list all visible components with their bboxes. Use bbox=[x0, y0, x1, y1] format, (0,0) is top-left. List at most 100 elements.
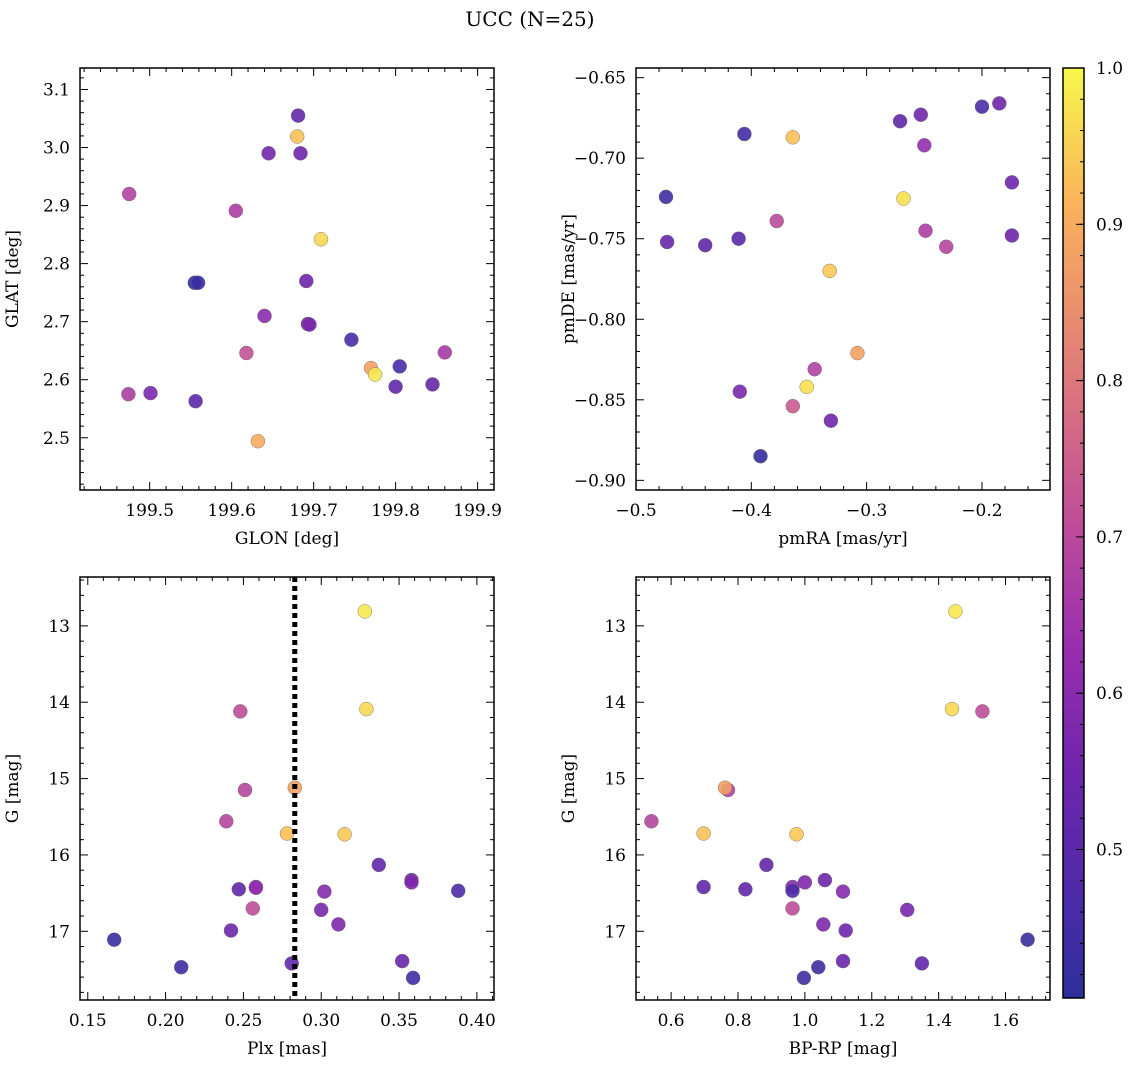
data-point bbox=[785, 883, 800, 898]
data-point bbox=[658, 189, 674, 205]
data-point bbox=[799, 379, 814, 395]
colorbar-tick-label: 0.6 bbox=[1096, 684, 1123, 704]
data-point bbox=[753, 449, 768, 464]
x-tick-label: 199.8 bbox=[371, 501, 420, 521]
y-tick-label: −0.65 bbox=[574, 69, 626, 89]
data-point bbox=[261, 146, 276, 161]
data-point bbox=[317, 884, 332, 899]
data-point bbox=[939, 239, 954, 255]
data-point bbox=[835, 884, 851, 899]
data-point bbox=[738, 882, 753, 897]
y-tick-label: 3.0 bbox=[43, 139, 70, 159]
x-tick-label: 0.6 bbox=[658, 1011, 685, 1031]
data-point bbox=[659, 234, 675, 250]
data-point bbox=[696, 879, 711, 895]
colorbar-tick-label: 0.8 bbox=[1096, 372, 1123, 392]
x-tick-label: −0.2 bbox=[961, 501, 1002, 521]
y-axis-label: pmDE [mas/yr] bbox=[559, 214, 579, 344]
y-tick-label: 14 bbox=[604, 693, 626, 713]
scatter-panel-4: 0.6 0.8 1.0 1.2 1.4 1.6 13 14 15 16 17 BP-RP [mag] G… bbox=[559, 576, 1051, 1059]
x-tick-label: 199.5 bbox=[125, 501, 174, 521]
x-tick-label: 1.4 bbox=[925, 1011, 952, 1031]
data-point bbox=[785, 901, 800, 916]
data-point bbox=[823, 413, 839, 428]
data-point bbox=[290, 129, 305, 144]
data-point bbox=[838, 923, 853, 938]
data-point bbox=[1020, 932, 1035, 947]
x-tick-label: 0.30 bbox=[302, 1011, 340, 1031]
y-tick-label: 13 bbox=[604, 617, 626, 637]
axes-frame bbox=[79, 67, 495, 491]
y-tick-label: −0.90 bbox=[574, 471, 626, 491]
y-tick-label: 2.7 bbox=[43, 313, 70, 333]
data-point bbox=[190, 275, 206, 290]
y-tick-label: 16 bbox=[48, 846, 70, 866]
y-tick-label: 15 bbox=[48, 770, 70, 790]
colorbar-frame bbox=[1062, 67, 1085, 999]
data-point bbox=[121, 186, 137, 202]
data-point bbox=[344, 332, 359, 347]
data-point bbox=[302, 317, 317, 332]
data-point bbox=[257, 308, 272, 324]
data-point bbox=[331, 917, 346, 932]
x-tick-label: 0.20 bbox=[147, 1011, 185, 1031]
data-point bbox=[106, 932, 122, 947]
data-point bbox=[892, 113, 908, 129]
axes-frame bbox=[79, 576, 495, 1001]
y-tick-label: 3.1 bbox=[43, 80, 70, 100]
data-point bbox=[913, 107, 928, 122]
data-point bbox=[737, 126, 752, 142]
scatter-panel-1: 199.5 199.6 199.7 199.8 199.9 2.5 2.6 2.7 2.8 2.9… bbox=[3, 67, 502, 549]
data-point bbox=[143, 385, 158, 401]
y-tick-label: 2.6 bbox=[43, 371, 70, 391]
data-point bbox=[248, 880, 264, 895]
data-point bbox=[811, 960, 826, 975]
data-point bbox=[233, 704, 248, 719]
data-point bbox=[359, 701, 374, 717]
data-point bbox=[395, 953, 410, 969]
colorbar: 1.0 0.9 0.8 0.7 0.6 0.5 bbox=[1062, 59, 1123, 999]
scatter-panel-2: −0.5 −0.4 −0.3 −0.2 −0.90 −0.85 −0.80 −0.75 −0.7… bbox=[559, 67, 1051, 549]
x-tick-label: 0.8 bbox=[724, 1011, 751, 1031]
data-point bbox=[948, 604, 963, 619]
data-point bbox=[404, 875, 419, 890]
data-point bbox=[759, 857, 774, 873]
data-point bbox=[337, 827, 352, 842]
data-point bbox=[807, 362, 822, 377]
x-tick-label: 199.7 bbox=[289, 501, 338, 521]
data-point bbox=[785, 399, 800, 414]
y-axis-label: GLAT [deg] bbox=[3, 230, 23, 328]
data-point bbox=[789, 827, 804, 842]
x-tick-label: −0.5 bbox=[615, 501, 656, 521]
data-point bbox=[451, 883, 466, 898]
data-point bbox=[173, 960, 189, 975]
data-point bbox=[392, 359, 407, 374]
data-point bbox=[717, 780, 733, 795]
data-point bbox=[250, 434, 266, 449]
colorbar-gradient bbox=[1063, 68, 1084, 998]
data-point bbox=[405, 970, 421, 986]
data-point bbox=[293, 146, 308, 161]
data-point bbox=[223, 923, 239, 938]
axes-frame bbox=[635, 576, 1051, 1001]
data-point bbox=[696, 826, 711, 841]
data-point bbox=[425, 377, 440, 392]
data-point bbox=[975, 704, 990, 719]
x-tick-label: 199.9 bbox=[453, 501, 502, 521]
x-axis-label: Plx [mas] bbox=[247, 1039, 327, 1059]
y-tick-label: 2.8 bbox=[43, 255, 70, 275]
data-point bbox=[299, 273, 314, 289]
data-point bbox=[918, 223, 933, 238]
x-tick-label: 0.25 bbox=[224, 1011, 262, 1031]
data-point bbox=[944, 701, 960, 717]
data-point bbox=[900, 902, 915, 918]
data-point bbox=[769, 213, 784, 229]
data-point bbox=[731, 231, 746, 246]
data-point bbox=[917, 138, 932, 153]
colorbar-tick-label: 0.7 bbox=[1096, 528, 1123, 548]
data-point bbox=[974, 99, 990, 114]
x-tick-label: 0.35 bbox=[380, 1011, 418, 1031]
colorbar-tick-label: 1.0 bbox=[1096, 59, 1123, 79]
